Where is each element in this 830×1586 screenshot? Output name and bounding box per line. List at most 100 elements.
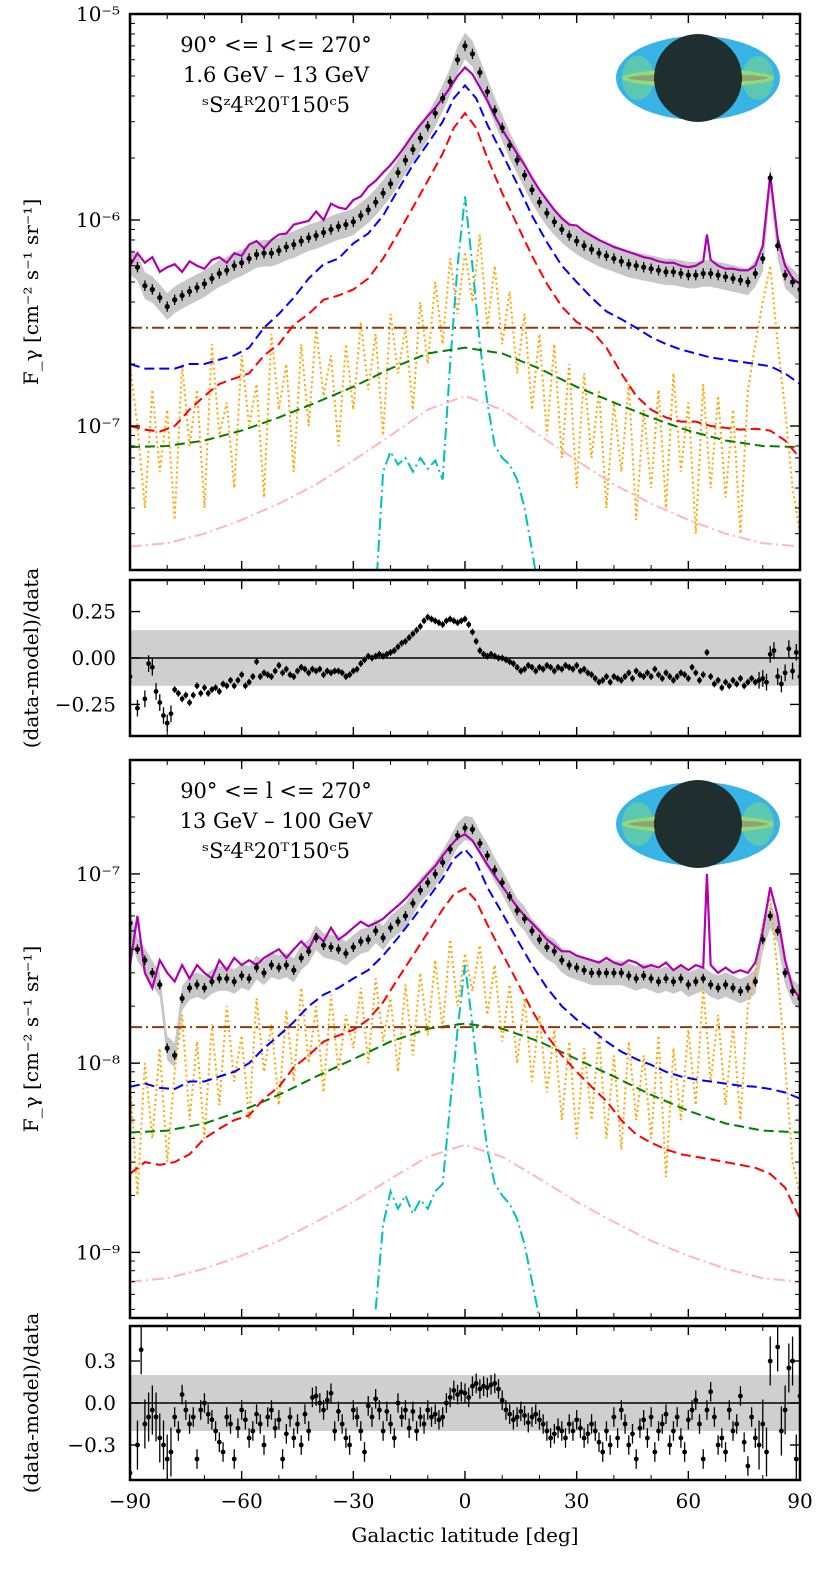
residual-point [648, 1414, 654, 1420]
residual-point [574, 663, 580, 668]
data-point [343, 221, 349, 228]
data-point [708, 982, 714, 988]
residual-point [257, 1421, 263, 1427]
data-point [752, 978, 758, 985]
plot-area [130, 32, 800, 570]
residual-point [190, 692, 196, 698]
residual-point [254, 1411, 259, 1417]
residual-point [369, 1414, 375, 1420]
residual-point [555, 664, 561, 670]
residual-point [648, 674, 654, 679]
residual-point [767, 1358, 773, 1364]
residual-point [443, 1400, 449, 1406]
plot-area [130, 1326, 800, 1480]
residual-point [202, 685, 207, 691]
residual-point [488, 651, 494, 657]
y-tick-label: −0.25 [55, 692, 116, 716]
data-point [789, 279, 796, 285]
residual-point [172, 1414, 178, 1420]
residual-point [749, 676, 755, 681]
data-point [387, 925, 394, 931]
data-point [239, 260, 245, 266]
data-point [142, 283, 148, 289]
residual-point [756, 677, 762, 683]
residual-point [380, 653, 386, 659]
residual-point [786, 1365, 792, 1371]
residual-point [213, 685, 219, 691]
data-point [611, 970, 617, 976]
y-tick-label: 10⁻⁶ [76, 208, 120, 232]
residual-point [440, 622, 446, 627]
residual-point [376, 1407, 382, 1413]
residual-point [637, 672, 643, 678]
residual-point [403, 1407, 408, 1413]
data-point [186, 985, 193, 991]
data-point [231, 263, 237, 269]
data-point [224, 975, 230, 982]
residual-point [462, 616, 468, 622]
residual-point [723, 679, 728, 685]
data-point [603, 253, 610, 259]
residual-point [697, 677, 702, 683]
residual-point [525, 663, 531, 668]
residual-point [302, 1411, 308, 1417]
residual-point [332, 668, 338, 674]
data-point [246, 975, 252, 982]
residual-point [771, 648, 777, 653]
residual-point [246, 1435, 252, 1441]
residual-point [671, 677, 676, 683]
residual-point [235, 1425, 241, 1431]
data-point [291, 967, 297, 973]
inset-sky-map [616, 34, 780, 122]
residual-point [659, 1421, 665, 1427]
annotation-line: ˢSᶻ4ᴿ20ᵀ150ᶜ5 [202, 839, 350, 863]
data-point [365, 207, 371, 213]
data-point [432, 871, 438, 877]
residual-point [362, 1449, 367, 1455]
residual-point [726, 1407, 732, 1413]
residual-point [633, 668, 639, 674]
residual-point [250, 674, 256, 679]
residual-point [738, 1393, 743, 1399]
y-tick-label: 10⁻⁷ [76, 862, 120, 886]
residual-point [533, 668, 539, 674]
residual-point [589, 1421, 594, 1427]
data-point [670, 978, 677, 985]
residual-point [429, 1414, 434, 1420]
data-point [447, 78, 453, 85]
residual-point [306, 670, 312, 676]
residual-point [615, 676, 621, 681]
data-point [678, 270, 684, 277]
data-point [633, 263, 639, 269]
data-point [462, 825, 468, 831]
data-point [291, 241, 297, 248]
residual-point [529, 664, 535, 670]
residual-point [596, 679, 602, 685]
residual-point [291, 674, 297, 679]
residual-point [678, 670, 684, 676]
residual-point [187, 700, 192, 705]
residual-point [436, 1417, 442, 1423]
residual-point [548, 664, 554, 670]
residual-point [566, 664, 572, 670]
residual-point [354, 1414, 360, 1420]
residual-point [734, 681, 740, 687]
data-point [402, 157, 409, 163]
data-point [172, 1052, 178, 1058]
residual-point [354, 666, 360, 672]
data-point [559, 957, 565, 963]
residual-point [161, 1442, 166, 1448]
data-point [581, 243, 587, 249]
data-point [559, 226, 565, 233]
residual-point [146, 1414, 152, 1420]
residual-point [514, 1414, 520, 1420]
residual-point [276, 663, 282, 668]
residual-point [790, 668, 795, 674]
residual-point [563, 1435, 568, 1441]
residual-point [618, 1407, 624, 1413]
data-point [149, 286, 155, 293]
data-point [626, 973, 632, 979]
data-point [358, 213, 364, 219]
x-tick-label: −30 [332, 1489, 374, 1513]
data-point [782, 970, 788, 976]
